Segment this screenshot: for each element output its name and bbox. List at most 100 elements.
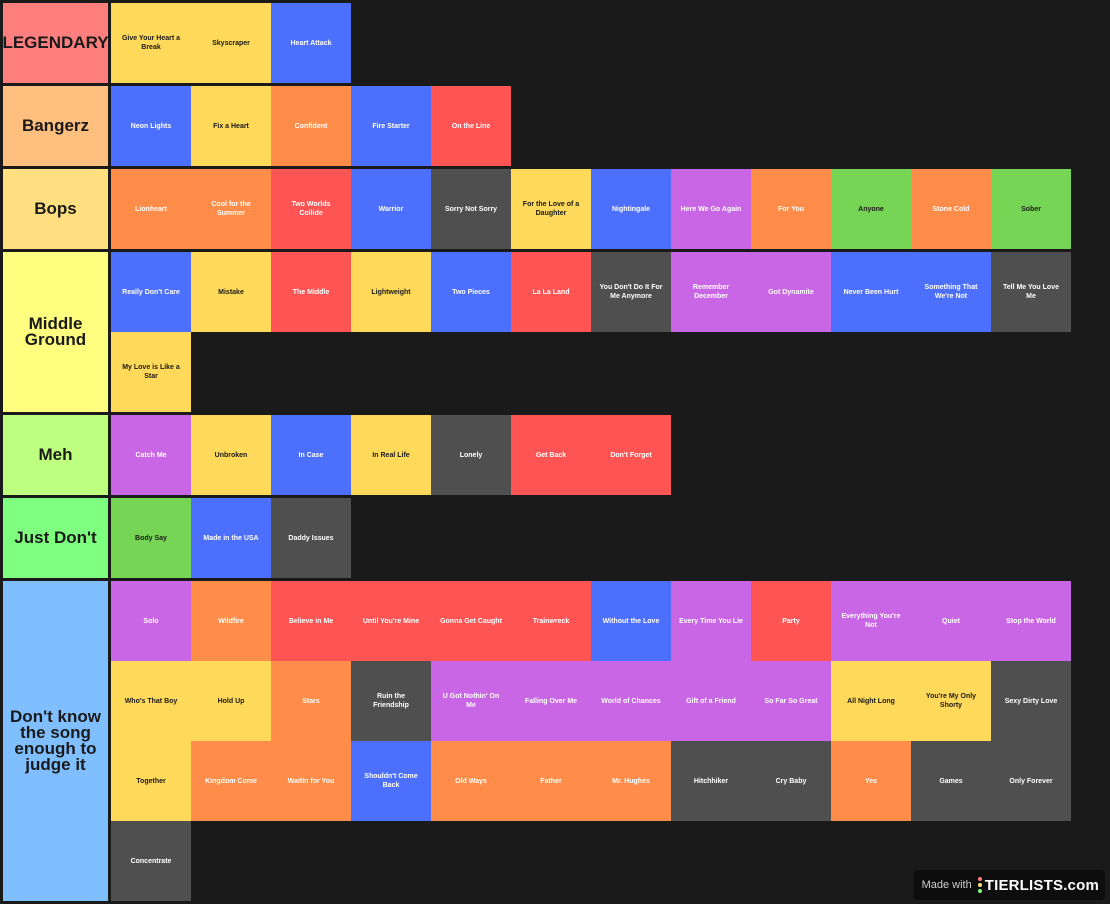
song-card[interactable]: Neon Lights: [111, 86, 191, 166]
song-card[interactable]: Cool for the Summer: [191, 169, 271, 249]
song-card[interactable]: The Middle: [271, 252, 351, 332]
song-card[interactable]: Mistake: [191, 252, 271, 332]
song-card[interactable]: Until You're Mine: [351, 581, 431, 661]
song-card[interactable]: Get Back: [511, 415, 591, 495]
song-card[interactable]: You're My Only Shorty: [911, 661, 991, 741]
song-card[interactable]: Sober: [991, 169, 1071, 249]
song-card[interactable]: Really Don't Care: [111, 252, 191, 332]
song-card[interactable]: Without the Love: [591, 581, 671, 661]
tierlists-logo-icon: [977, 876, 982, 894]
song-card[interactable]: Every Time You Lie: [671, 581, 751, 661]
song-card[interactable]: Warrior: [351, 169, 431, 249]
song-card[interactable]: Gonna Get Caught: [431, 581, 511, 661]
song-card[interactable]: Don't Forget: [591, 415, 671, 495]
song-card[interactable]: Yes: [831, 741, 911, 821]
song-card[interactable]: Lionheart: [111, 169, 191, 249]
song-card[interactable]: Fire Starter: [351, 86, 431, 166]
song-card[interactable]: In Real Life: [351, 415, 431, 495]
song-card[interactable]: Stop the World: [991, 581, 1071, 661]
song-card[interactable]: For You: [751, 169, 831, 249]
song-card[interactable]: So Far So Great: [751, 661, 831, 741]
tierlists-brand: TIERLISTS.com: [984, 876, 1099, 894]
tier-label[interactable]: Just Don't: [3, 498, 108, 578]
song-card[interactable]: Made in the USA: [191, 498, 271, 578]
song-card[interactable]: Waitin for You: [271, 741, 351, 821]
song-card[interactable]: Remember December: [671, 252, 751, 332]
song-card[interactable]: Body Say: [111, 498, 191, 578]
made-with-label: Made with: [921, 879, 972, 891]
song-card[interactable]: For the Love of a Daughter: [511, 169, 591, 249]
song-card[interactable]: Two Worlds Collide: [271, 169, 351, 249]
song-card[interactable]: Something That We're Not: [911, 252, 991, 332]
song-card[interactable]: Shouldn't Come Back: [351, 741, 431, 821]
song-card[interactable]: Quiet: [911, 581, 991, 661]
song-card[interactable]: Everything You're Not: [831, 581, 911, 661]
song-card[interactable]: La La Land: [511, 252, 591, 332]
song-card[interactable]: Fix a Heart: [191, 86, 271, 166]
song-card[interactable]: Lightweight: [351, 252, 431, 332]
song-card[interactable]: Hitchhiker: [671, 741, 751, 821]
tier-label[interactable]: Meh: [3, 415, 108, 495]
song-card[interactable]: On the Line: [431, 86, 511, 166]
song-card[interactable]: Gift of a Friend: [671, 661, 751, 741]
song-card[interactable]: Daddy Issues: [271, 498, 351, 578]
song-card[interactable]: Trainwreck: [511, 581, 591, 661]
song-card[interactable]: My Love is Like a Star: [111, 332, 191, 412]
song-card[interactable]: U Got Nothin' On Me: [431, 661, 511, 741]
song-card[interactable]: Cry Baby: [751, 741, 831, 821]
tier-items: Give Your Heart a Break Skyscraper Heart A…: [111, 3, 1071, 83]
song-card[interactable]: Here We Go Again: [671, 169, 751, 249]
song-card[interactable]: Give Your Heart a Break: [111, 3, 191, 83]
tier-label[interactable]: LEGENDARY: [2, 3, 109, 83]
song-card[interactable]: Who's That Boy: [111, 661, 191, 741]
song-card[interactable]: Old Ways: [431, 741, 511, 821]
song-card[interactable]: Mr. Hughes: [591, 741, 671, 821]
tier-row: Bangerz Neon Lights Fix a Heart Confident Fi…: [0, 86, 1110, 166]
song-card[interactable]: Solo: [111, 581, 191, 661]
song-card[interactable]: Games: [911, 741, 991, 821]
song-card[interactable]: Stone Cold: [911, 169, 991, 249]
tier-items: Body Say Made in the USA Daddy Issues: [111, 498, 1071, 578]
song-card[interactable]: Ruin the Friendship: [351, 661, 431, 741]
song-card[interactable]: Together: [111, 741, 191, 821]
song-card[interactable]: Hold Up: [191, 661, 271, 741]
song-card[interactable]: Falling Over Me: [511, 661, 591, 741]
song-card[interactable]: Father: [511, 741, 591, 821]
tier-label[interactable]: Don't know the song enough to judge it: [3, 581, 108, 901]
song-card[interactable]: Stars: [271, 661, 351, 741]
song-card[interactable]: Nightingale: [591, 169, 671, 249]
song-card[interactable]: Heart Attack: [271, 3, 351, 83]
song-card[interactable]: In Case: [271, 415, 351, 495]
song-card[interactable]: Anyone: [831, 169, 911, 249]
song-card[interactable]: Got Dynamite: [751, 252, 831, 332]
song-card[interactable]: Only Forever: [991, 741, 1071, 821]
tier-items: Lionheart Cool for the Summer Two Worlds C…: [111, 169, 1071, 249]
tier-label[interactable]: Bops: [3, 169, 108, 249]
song-card[interactable]: Lonely: [431, 415, 511, 495]
tier-row: Middle Ground Really Don't Care Mistake The…: [0, 252, 1110, 412]
song-card[interactable]: All Night Long: [831, 661, 911, 741]
song-card[interactable]: Unbroken: [191, 415, 271, 495]
song-card[interactable]: Skyscraper: [191, 3, 271, 83]
song-card[interactable]: Party: [751, 581, 831, 661]
song-card[interactable]: Never Been Hurt: [831, 252, 911, 332]
made-with-tierlists-badge[interactable]: Made with TIERLISTS.com: [913, 870, 1105, 900]
song-card[interactable]: Sorry Not Sorry: [431, 169, 511, 249]
tier-row: Bops Lionheart Cool for the Summer Two Worl…: [0, 169, 1110, 249]
song-card[interactable]: Concentrate: [111, 821, 191, 901]
tier-items: Really Don't Care Mistake The Middle Lightw…: [111, 252, 1071, 412]
tier-label[interactable]: Bangerz: [3, 86, 108, 166]
song-card[interactable]: Catch Me: [111, 415, 191, 495]
tier-items: Neon Lights Fix a Heart Confident Fire Star…: [111, 86, 1071, 166]
song-card[interactable]: Tell Me You Love Me: [991, 252, 1071, 332]
song-card[interactable]: World of Chances: [591, 661, 671, 741]
tier-label[interactable]: Middle Ground: [3, 252, 108, 412]
song-card[interactable]: Sexy Dirty Love: [991, 661, 1071, 741]
song-card[interactable]: Believe in Me: [271, 581, 351, 661]
song-card[interactable]: Two Pieces: [431, 252, 511, 332]
song-card[interactable]: You Don't Do It For Me Anymore: [591, 252, 671, 332]
song-card[interactable]: Confident: [271, 86, 351, 166]
song-card[interactable]: Wildfire: [191, 581, 271, 661]
song-card[interactable]: Kingdom Come: [191, 741, 271, 821]
